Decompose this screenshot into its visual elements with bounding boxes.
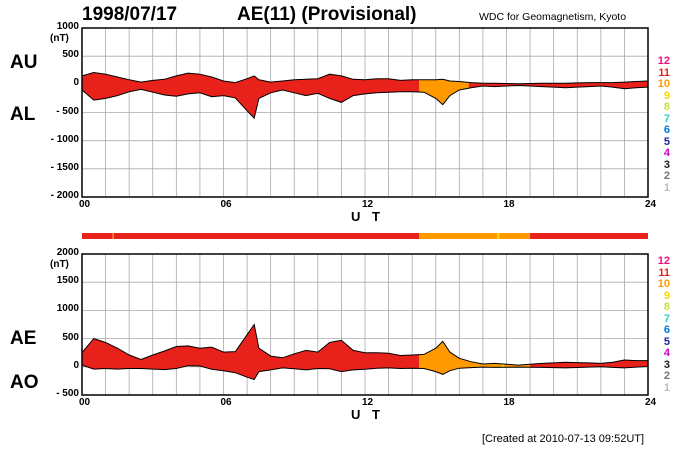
color-bar-segment [112,233,114,239]
series-label-ae: AE [10,328,37,349]
y-tick-label: 500 [62,331,79,343]
x-axis-label: U T [351,407,384,422]
legend-count-5: 5 [663,135,670,148]
x-tick-label: 06 [220,397,232,408]
area-segment [419,79,469,105]
legend-count-1: 1 [663,181,670,194]
legend-count-10: 10 [657,78,670,90]
y-tick-label: 1500 [56,275,79,287]
legend-count-9: 9 [663,89,670,102]
station-color-bar [82,233,648,239]
series-al-line [81,84,649,120]
x-tick-label: 06 [220,199,232,210]
x-tick-label: 12 [362,397,374,408]
legend-count-9: 9 [663,289,670,302]
y-tick-label: 1000 [56,303,79,315]
created-timestamp: [Created at 2010-07-13 09:52UT] [482,433,645,445]
y-unit-label: (nT) [50,33,69,44]
legend-count-5: 5 [663,335,670,348]
color-bar-segment [497,233,500,239]
legend-count-6: 6 [663,324,670,336]
y-tick-label: - 2000 [50,190,79,201]
area-segment [419,341,502,375]
series-label-au: AU [10,52,38,73]
legend-count-6: 6 [663,124,670,136]
area-segment [501,363,505,368]
legend-count-3: 3 [663,358,670,371]
legend-count-7: 7 [663,112,670,125]
series-ae-line [81,323,648,366]
y-tick-label: 0 [73,359,79,371]
x-tick-label: 12 [362,199,374,210]
color-bar-segment [113,233,420,239]
legend-count-8: 8 [663,301,670,313]
x-tick-label: 18 [503,199,515,210]
plot-frame [81,253,649,396]
legend-count-11: 11 [658,266,670,279]
y-tick-label: 1000 [56,21,79,32]
legend-count-2: 2 [663,170,670,182]
legend-count-4: 4 [663,347,670,359]
x-tick-label: 00 [79,397,91,408]
series-au-line [81,71,649,85]
area-segment [530,360,648,368]
area-segment [82,324,420,380]
plot-frame [81,27,649,198]
date-title: 1998/07/17 [82,4,178,25]
y-tick-label: - 1000 [50,133,79,145]
legend-count-4: 4 [663,147,670,159]
y-tick-label: 500 [62,49,79,61]
y-tick-label: 2000 [56,247,79,258]
legend-count-1: 1 [663,381,670,394]
area-segment [82,72,420,119]
legend-count-12: 12 [657,255,670,267]
legend-count-7: 7 [663,312,670,325]
y-tick-label: - 500 [56,105,79,117]
y-tick-label: 0 [73,77,79,89]
legend-count-11: 11 [658,66,670,79]
y-tick-label: - 1500 [50,161,79,173]
color-bar-segment [499,233,531,239]
panel-0 [81,27,649,198]
chart-title: AE(11) (Provisional) [237,4,417,25]
color-bar-segment [419,233,498,239]
legend-count-3: 3 [663,158,670,171]
series-label-ao: AO [10,372,39,393]
color-bar-segment [530,233,648,239]
source-label: WDC for Geomagnetism, Kyoto [479,11,627,23]
color-bar-segment [82,233,113,239]
series-ao-line [81,364,649,381]
y-unit-label: (nT) [50,259,69,270]
x-tick-label: 00 [79,199,91,210]
y-tick-label: - 500 [56,388,79,399]
legend-count-12: 12 [657,55,670,67]
legend-count-10: 10 [657,278,670,290]
legend-count-2: 2 [663,370,670,382]
panel-1 [81,253,649,396]
legend-count-8: 8 [663,101,670,113]
x-tick-label: 18 [503,397,515,408]
x-tick-label: 24 [645,397,657,408]
x-tick-label: 24 [645,199,657,210]
series-label-al: AL [10,104,36,125]
x-axis-label: U T [351,209,384,224]
